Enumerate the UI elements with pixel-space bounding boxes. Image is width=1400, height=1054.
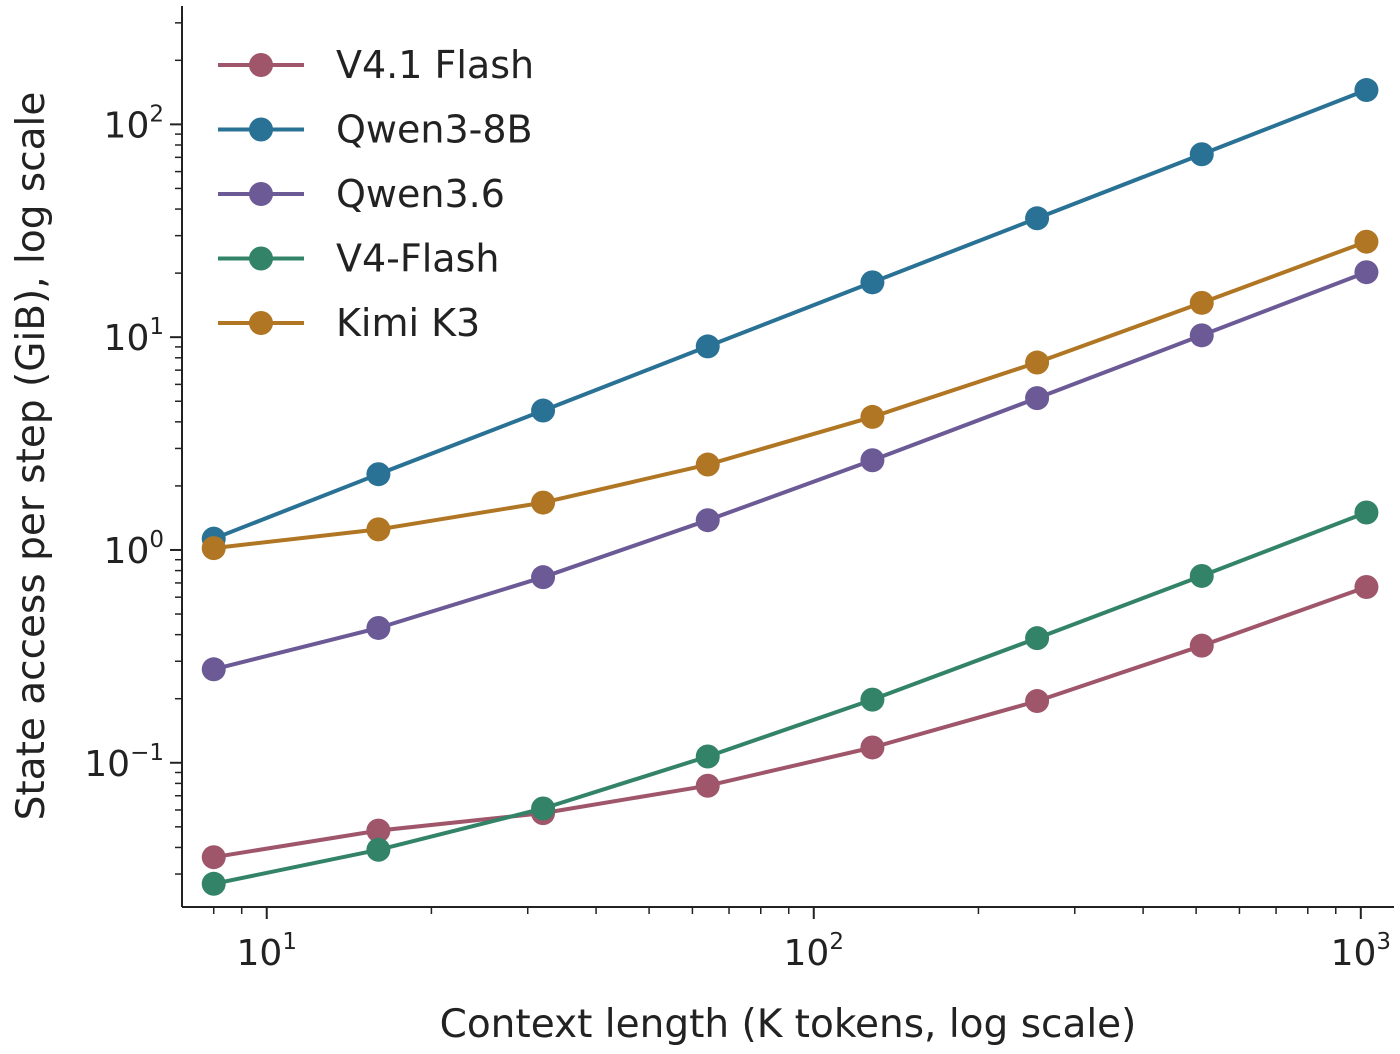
data-point-qwen3-8b — [860, 270, 885, 295]
legend-label: Qwen3.6 — [336, 172, 505, 216]
data-point-qwen3-8b — [366, 462, 391, 487]
series-line-qwen3-6 — [213, 270, 1368, 672]
legend: V4.1 Flash Qwen3-8B Qwen3.6 V4-Flash Kimi K3 — [218, 43, 534, 345]
series-qwen3-6 — [201, 260, 1379, 682]
y-axis-label: State access per step (GiB), log scale — [9, 92, 54, 821]
x-tick-label: 102 — [784, 929, 844, 974]
y-tick-label: 102 — [104, 101, 164, 146]
data-point-kimi-k3 — [366, 517, 391, 542]
data-point-kimi-k3 — [201, 536, 226, 561]
legend-item: V4-Flash — [218, 237, 499, 281]
series-line-v4-1-flash — [213, 585, 1368, 860]
data-point-qwen3-6 — [1025, 386, 1050, 411]
series-line-qwen3-8b — [212, 88, 1368, 541]
data-point-v4-flash — [1025, 626, 1050, 651]
data-point-kimi-k3 — [860, 404, 885, 429]
data-point-kimi-k3 — [1189, 290, 1214, 315]
y-tick-label: 100 — [104, 527, 164, 572]
data-point-qwen3-6 — [531, 565, 556, 590]
series-v4-flash — [201, 500, 1379, 896]
legend-marker — [249, 53, 273, 77]
legend-marker — [249, 311, 273, 335]
legend-item: Qwen3.6 — [218, 172, 505, 216]
data-point-v4-1-flash — [695, 773, 720, 798]
series-v4-1-flash — [201, 574, 1379, 870]
series-line-kimi-k3 — [213, 239, 1368, 551]
data-point-v4-1-flash — [1189, 633, 1214, 658]
legend-item: V4.1 Flash — [218, 43, 534, 87]
legend-label: V4.1 Flash — [336, 43, 534, 87]
data-point-v4-1-flash — [1354, 574, 1379, 599]
data-point-qwen3-6 — [1354, 260, 1379, 285]
series-line-v4-flash — [213, 510, 1368, 886]
data-point-qwen3-8b — [695, 334, 720, 359]
data-point-qwen3-6 — [366, 615, 391, 640]
data-point-qwen3-6 — [695, 508, 720, 533]
data-point-v4-1-flash — [201, 845, 226, 870]
data-point-kimi-k3 — [531, 490, 556, 515]
data-point-v4-1-flash — [860, 735, 885, 760]
data-point-kimi-k3 — [1025, 350, 1050, 375]
data-point-v4-flash — [531, 796, 556, 821]
data-point-qwen3-8b — [1025, 206, 1050, 231]
data-point-v4-flash — [1189, 563, 1214, 588]
x-axis-label: Context length (K tokens, log scale) — [440, 1002, 1137, 1047]
legend-label: Qwen3-8B — [336, 108, 533, 152]
ticks-layer: 101 102 103 10−1 100 101 102 — [84, 22, 1391, 974]
y-tick-label: 10−1 — [84, 740, 164, 785]
x-tick-label: 103 — [1331, 929, 1391, 974]
data-point-qwen3-6 — [201, 657, 226, 682]
series-kimi-k3 — [201, 229, 1379, 561]
y-tick-label: 101 — [104, 314, 164, 359]
x-tick-label: 101 — [237, 929, 297, 974]
data-point-kimi-k3 — [1354, 229, 1379, 254]
data-point-qwen3-8b — [1354, 78, 1379, 103]
data-point-v4-flash — [860, 687, 885, 712]
data-point-v4-flash — [1354, 500, 1379, 525]
series-layer — [201, 78, 1379, 896]
legend-item: Qwen3-8B — [218, 108, 533, 152]
data-point-qwen3-8b — [1189, 142, 1214, 167]
data-point-qwen3-6 — [860, 448, 885, 473]
legend-marker — [249, 246, 273, 271]
legend-label: V4-Flash — [336, 237, 499, 281]
data-point-v4-flash — [695, 744, 720, 769]
legend-label: Kimi K3 — [336, 301, 480, 345]
data-point-v4-flash — [201, 871, 226, 896]
data-point-qwen3-6 — [1189, 323, 1214, 348]
data-point-v4-1-flash — [1025, 689, 1050, 714]
legend-marker — [249, 117, 273, 142]
legend-marker — [249, 182, 273, 206]
data-point-v4-1-flash — [366, 818, 391, 843]
legend-item: Kimi K3 — [218, 301, 480, 345]
data-point-qwen3-8b — [531, 398, 556, 423]
data-point-kimi-k3 — [695, 452, 720, 477]
data-point-v4-flash — [366, 837, 391, 862]
